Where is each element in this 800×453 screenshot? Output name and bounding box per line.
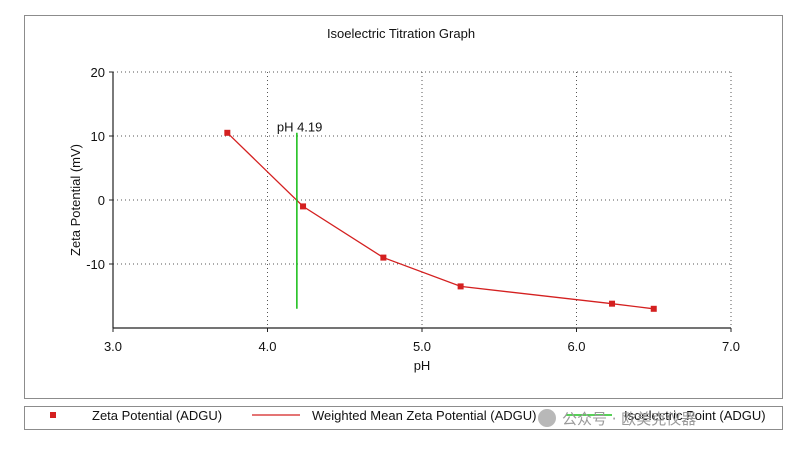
legend-marker-zeta xyxy=(50,412,56,418)
x-tick-labels: 3.0 4.0 5.0 6.0 7.0 xyxy=(104,339,740,354)
zeta-data-point xyxy=(300,203,307,210)
watermark: 公众号 · 欧美克仪器 xyxy=(538,408,696,429)
legend-label-zeta: Zeta Potential (ADGU) xyxy=(92,408,222,423)
x-axis-label: pH xyxy=(414,358,431,373)
grid xyxy=(113,71,732,328)
y-tick-label: -10 xyxy=(86,257,105,272)
legend-label-isoelectric: Isoelectric Point (ADGU) xyxy=(624,408,766,423)
y-tick-label: 10 xyxy=(91,129,105,144)
axes xyxy=(109,71,732,332)
x-tick-label: 5.0 xyxy=(413,339,431,354)
y-tick-label: 20 xyxy=(91,65,105,80)
x-tick-label: 7.0 xyxy=(722,339,740,354)
chart-title: Isoelectric Titration Graph xyxy=(327,26,475,41)
x-tick-label: 4.0 xyxy=(258,339,276,354)
wechat-icon xyxy=(538,409,556,427)
zeta-data-point xyxy=(224,129,231,136)
zeta-data-point xyxy=(380,254,387,261)
x-tick-label: 3.0 xyxy=(104,339,122,354)
zeta-data-point xyxy=(650,305,657,312)
legend-label-weighted: Weighted Mean Zeta Potential (ADGU) xyxy=(312,408,536,423)
legend-box xyxy=(24,406,783,430)
y-tick-label: 0 xyxy=(98,193,105,208)
weighted-mean-line xyxy=(226,132,654,310)
zeta-data-point xyxy=(457,283,464,290)
zeta-data-point xyxy=(609,300,616,307)
x-tick-label: 6.0 xyxy=(567,339,585,354)
y-tick-labels: 20 10 0 -10 xyxy=(86,65,105,272)
y-axis-label: Zeta Potential (mV) xyxy=(68,144,83,256)
watermark-text: 公众号 · 欧美克仪器 xyxy=(562,410,697,428)
chart-frame xyxy=(24,15,783,399)
isoelectric-annotation: pH 4.19 xyxy=(277,119,323,134)
plot-area: pH 4.19 xyxy=(224,119,657,312)
